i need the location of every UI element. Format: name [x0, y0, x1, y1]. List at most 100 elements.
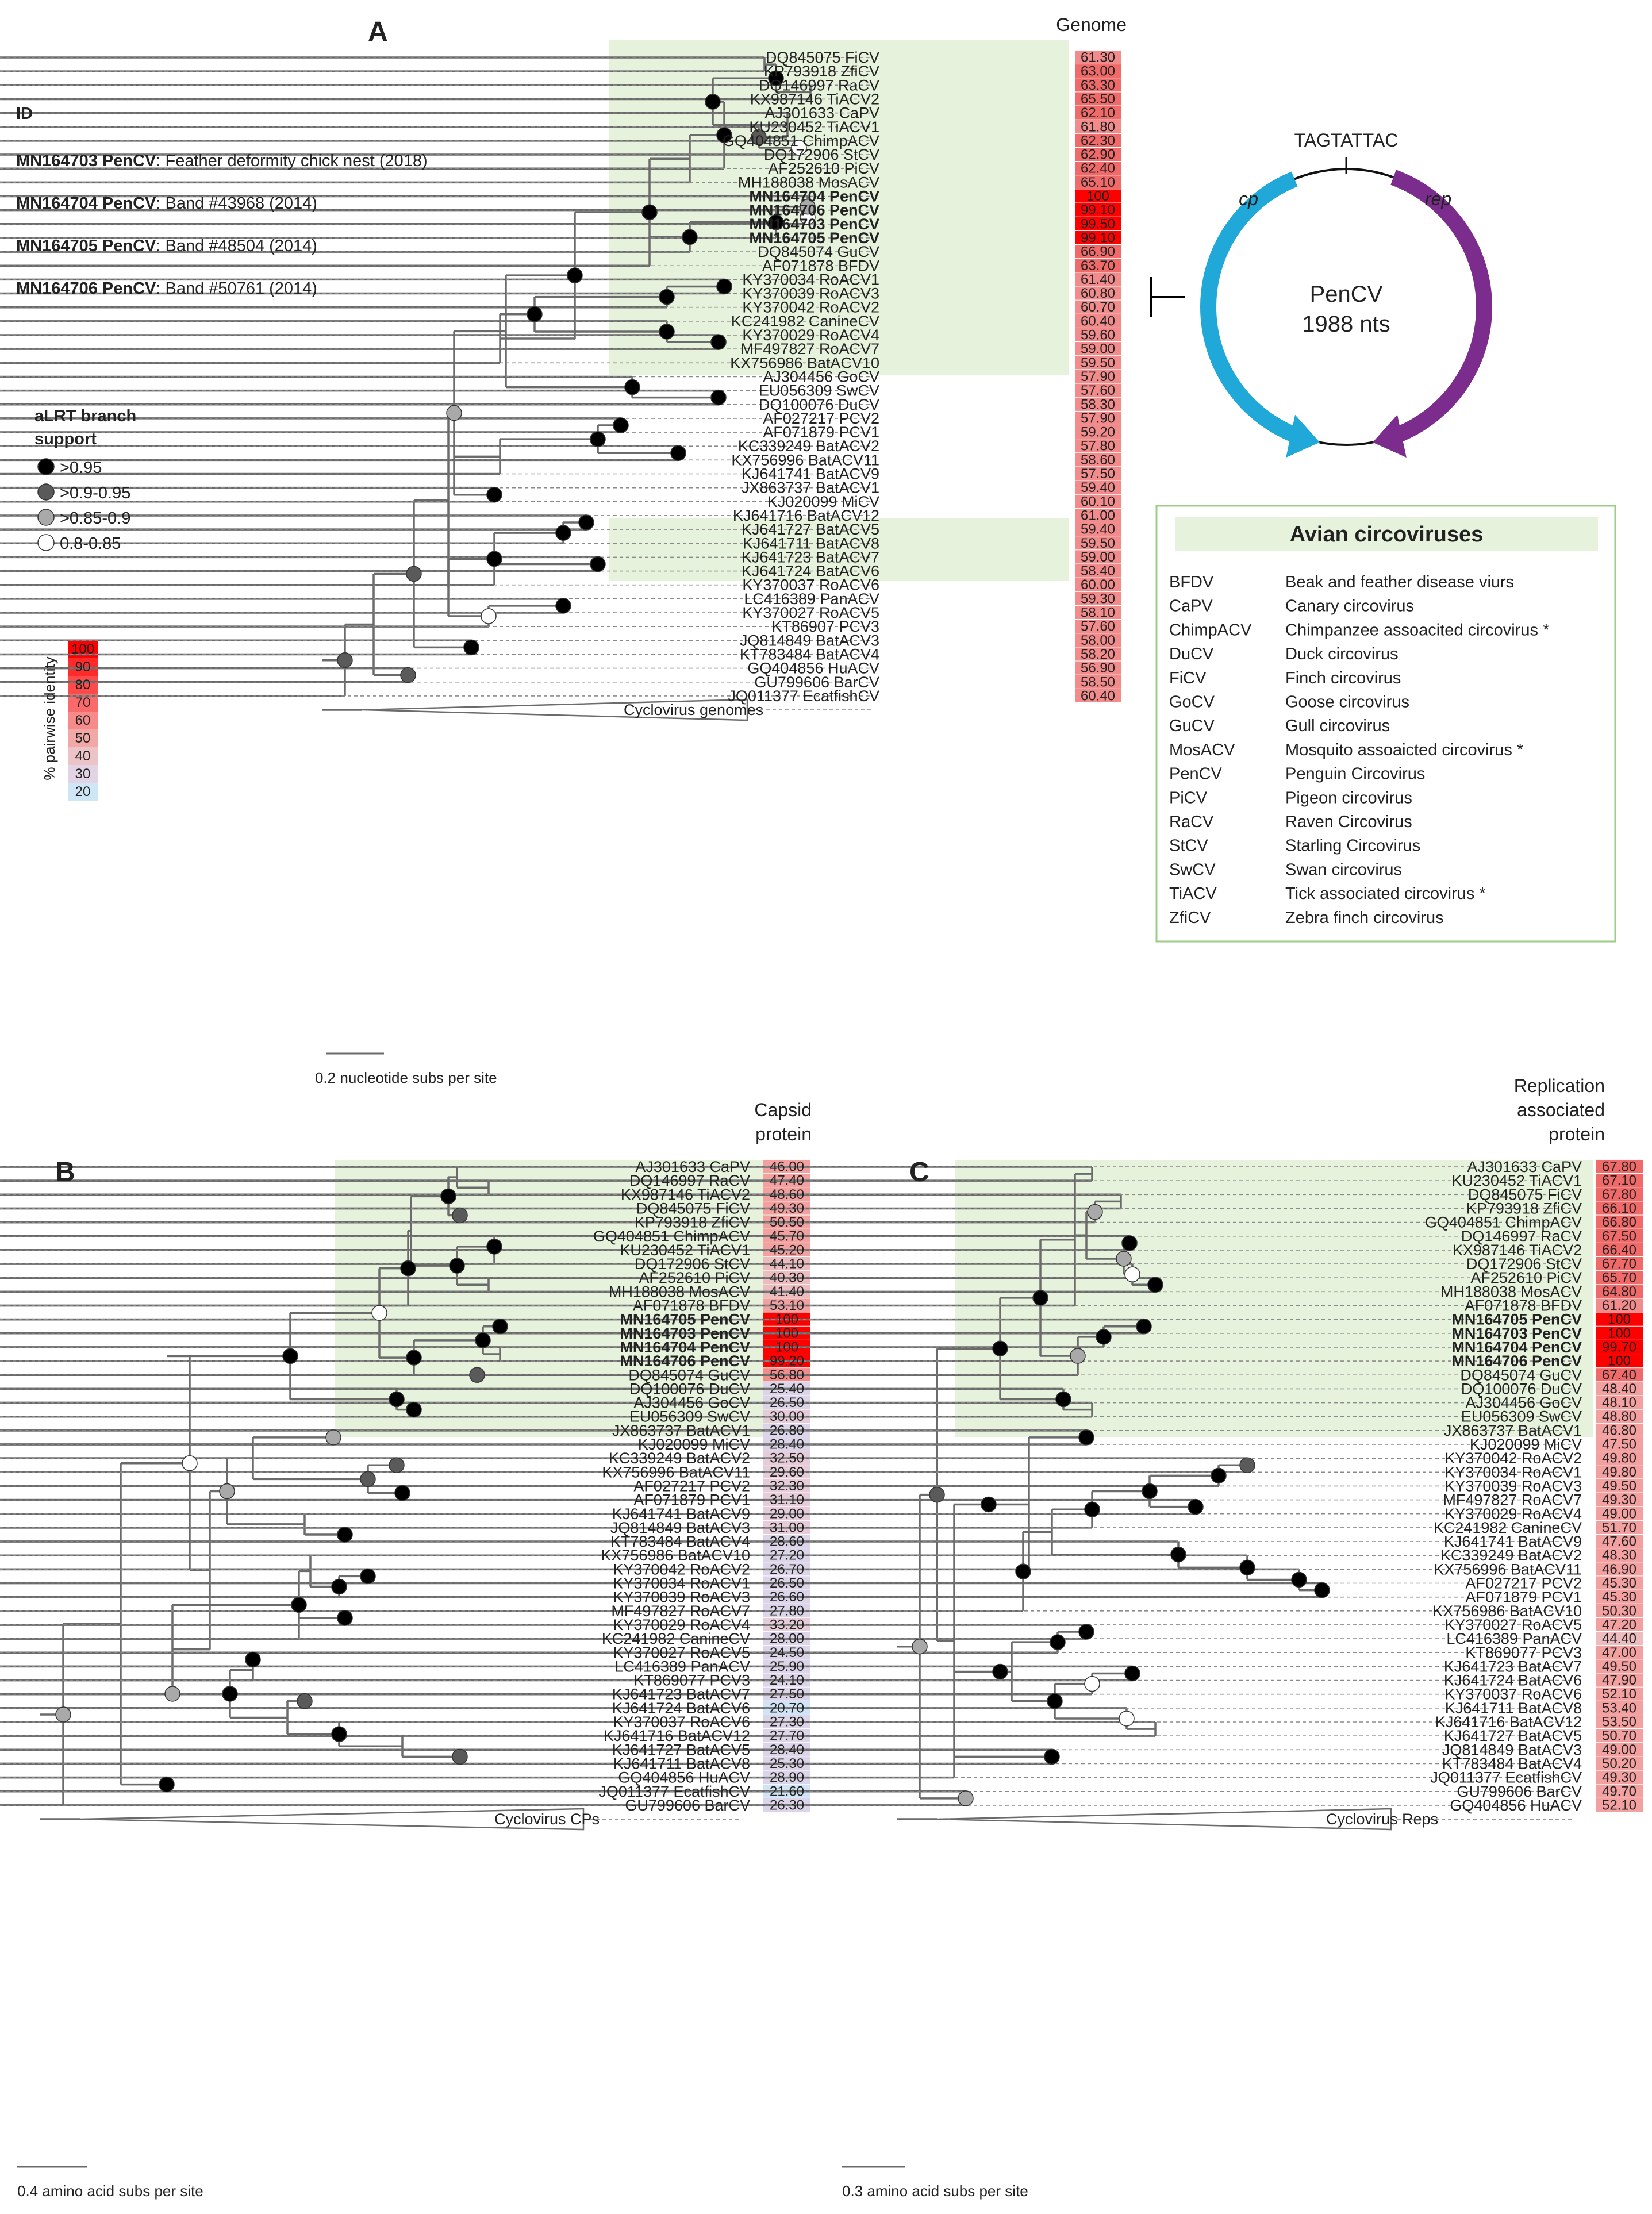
support-node [555, 598, 571, 614]
support-node [1314, 1582, 1330, 1598]
identity-cell [1596, 1604, 1643, 1617]
identity-cell [1075, 661, 1121, 675]
rep-orf-arc [1390, 170, 1492, 443]
support-node [1239, 1559, 1255, 1576]
leaf-label: KX756996 BatACV11 [731, 451, 879, 468]
collapsed-clade-label: Cyclovirus CPs [494, 1811, 600, 1828]
identity-value: 45.70 [770, 1228, 804, 1244]
support-node [912, 1638, 928, 1655]
identity-cell [1075, 300, 1121, 314]
identity-cell [1596, 1562, 1643, 1576]
leaf-label: DQ172906 StCV [635, 1255, 750, 1273]
leaf-label: KX756986 BatACV10 [601, 1547, 750, 1564]
leaf-label: KJ641723 BatACV7 [1444, 1658, 1582, 1675]
support-legend-label-1: >0.95 [60, 459, 102, 477]
identity-cell [1075, 564, 1121, 578]
identity-cell [1075, 550, 1121, 564]
leaf-label: AJ304456 GoCV [1465, 1394, 1582, 1412]
leaf-label: LC416389 PanACV [744, 590, 879, 608]
support-node [486, 486, 502, 503]
identity-value: 45.30 [1602, 1589, 1636, 1605]
identity-value: 67.70 [1602, 1256, 1636, 1272]
leaf-label: GQ404856 HuACV [747, 660, 879, 677]
identity-value: 24.10 [770, 1673, 804, 1688]
identity-cell [1596, 1617, 1643, 1632]
identity-value: 58.20 [1081, 647, 1115, 662]
identity-value: 25.30 [770, 1756, 804, 1771]
identity-value: 57.60 [1081, 619, 1115, 635]
identity-cell [1075, 522, 1121, 536]
leaf-label: KJ641727 BatACV5 [1444, 1727, 1582, 1744]
avian-name: Pigeon circovirus [1285, 789, 1412, 807]
identity-cell [1596, 1229, 1643, 1243]
identity-value: 46.00 [770, 1159, 804, 1175]
support-node [791, 140, 807, 156]
identity-value: 60.70 [1081, 299, 1115, 315]
cp-arrowhead [1286, 414, 1320, 458]
leaf-label: MN164705 PenCV [1451, 1311, 1582, 1328]
identity-cell [1596, 1632, 1643, 1646]
leaf-label: JQ011377 EcatfishCV [1430, 1769, 1582, 1786]
identity-cell [1075, 175, 1121, 189]
identity-cell [1596, 1493, 1643, 1506]
identity-value: 32.30 [770, 1478, 804, 1494]
identity-cell [1075, 203, 1121, 217]
support-node [716, 127, 732, 143]
identity-value: 60.40 [1081, 313, 1115, 329]
identity-cell [1596, 1298, 1643, 1312]
identity-value: 47.20 [1602, 1617, 1636, 1632]
leaf-label: KP793918 ZfiCV [635, 1214, 750, 1231]
leaf-label: KT86907 PCV3 [771, 618, 879, 635]
identity-value: 27.30 [770, 1715, 804, 1730]
leaf-label: KJ641741 BatACV9 [612, 1505, 750, 1523]
leaf-label: KJ641727 BatACV5 [612, 1741, 750, 1758]
identity-cell [1075, 536, 1121, 550]
support-node [400, 667, 416, 683]
support-node [613, 417, 629, 433]
identity-value: 58.30 [1081, 397, 1115, 412]
leaf-label: DQ845074 GuCV [758, 243, 879, 260]
support-node [768, 214, 784, 230]
identity-cell [1596, 1715, 1643, 1729]
leaf-label: KC241982 CanineCV [602, 1630, 750, 1647]
identity-cell [1075, 439, 1121, 453]
rep-arrowhead [1372, 414, 1407, 458]
leaf-label: AF027217 PCV2 [1465, 1575, 1582, 1592]
identity-value: 60.40 [1081, 688, 1115, 704]
leaf-label: KY370027 RoACV5 [742, 604, 879, 621]
leaf-label: GQ404856 HuACV [618, 1769, 750, 1786]
identity-value: 28.00 [770, 1631, 804, 1647]
leaf-label: DQ172906 StCV [1466, 1255, 1582, 1273]
identity-cell [1596, 1784, 1643, 1798]
leaf-label: AF071878 BFDV [633, 1297, 750, 1314]
identity-cell [1596, 1743, 1643, 1756]
id-item-2: MN164704 PenCV: Band #43968 (2014) [16, 194, 317, 213]
support-legend-swatch [37, 483, 55, 501]
leaf-label: EU056309 SwCV [759, 382, 879, 399]
avian-name: Tick associated circovirus * [1285, 885, 1486, 903]
leaf-label: AF252610 PiCV [1470, 1269, 1582, 1286]
support-node [159, 1776, 175, 1793]
identity-value: 99.10 [1081, 230, 1115, 245]
identity-cell [1075, 328, 1121, 342]
id-item-4: MN164706 PenCV: Band #50761 (2014) [16, 279, 317, 298]
identity-value: 48.40 [1602, 1381, 1636, 1397]
identity-cell [1075, 689, 1121, 702]
leaf-label: MN164704 PenCV [1451, 1339, 1582, 1356]
genome-map: TAGTATTAC cp rep PenCV 1988 nts [1200, 130, 1492, 458]
support-node [751, 129, 767, 145]
leaf-label: GQ404851 ChimpACV [593, 1228, 750, 1245]
support-node [992, 1340, 1008, 1356]
identity-value: 58.60 [1081, 452, 1115, 468]
identity-value: 100 [1608, 1354, 1631, 1369]
leaf-label: KJ641711 BatACV8 [1445, 1700, 1582, 1717]
identity-value: 52.10 [1602, 1797, 1636, 1813]
leaf-label: KC339249 BatACV2 [1440, 1547, 1582, 1564]
identity-value: 65.70 [1602, 1270, 1636, 1286]
identity-scale-swatch [68, 747, 98, 765]
leaf-label: MF497827 RoACV7 [1443, 1492, 1582, 1509]
identity-cell [1075, 578, 1121, 591]
identity-scale-swatch [68, 658, 98, 676]
identity-value: 59.20 [1081, 425, 1115, 440]
support-node [371, 1305, 387, 1321]
